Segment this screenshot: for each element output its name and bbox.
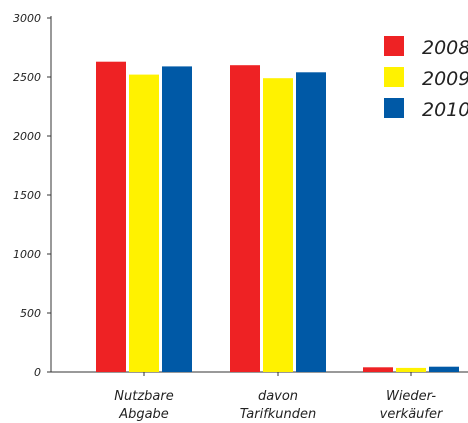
legend-label-2008: 2008: [422, 37, 468, 59]
x-category-label: Wieder-: [386, 389, 436, 404]
bar-2009-wieder: [396, 367, 426, 372]
bar-2009-davon: [263, 78, 293, 372]
x-category-label: davon: [258, 389, 298, 404]
legend-label-2009: 2009: [422, 68, 468, 90]
y-tick-label: 1000: [13, 248, 41, 261]
y-tick-label: 500: [20, 307, 41, 320]
bar-2008-nutzbare: [96, 61, 126, 372]
x-category-label: Nutzbare: [114, 389, 173, 404]
legend-swatch-2010: [384, 98, 404, 118]
bar-2010-davon: [296, 72, 326, 373]
bar-2010-nutzbare: [162, 66, 192, 373]
y-tick-label: 3000: [13, 12, 41, 25]
legend-swatch-2008: [384, 36, 404, 56]
bar-2008-wieder: [363, 367, 393, 372]
bar-2008-davon: [230, 65, 260, 372]
x-axis: Nutzbare Abgabe davon Tarifkunden Wieder-ver…: [51, 371, 468, 422]
bar-2010-wieder: [429, 366, 459, 372]
y-tick-label: 0: [34, 366, 41, 379]
bar-2009-nutzbare: [129, 74, 159, 372]
y-tick-label: 1500: [13, 189, 41, 202]
y-tick-label: 2000: [13, 130, 41, 143]
x-category-label: Tarifkunden: [240, 407, 317, 422]
x-category-label: verkäufer: [380, 407, 444, 422]
legend-label-2010: 2010: [422, 99, 468, 121]
y-tick-label: 2500: [13, 71, 41, 84]
y-axis: 0 500 1000 1500 2000 2500 3000: [13, 12, 52, 379]
bars: [96, 61, 459, 373]
x-category-label: Abgabe: [118, 407, 169, 422]
legend-swatch-2009: [384, 67, 404, 87]
legend: 2008 2009 2010: [384, 36, 468, 121]
